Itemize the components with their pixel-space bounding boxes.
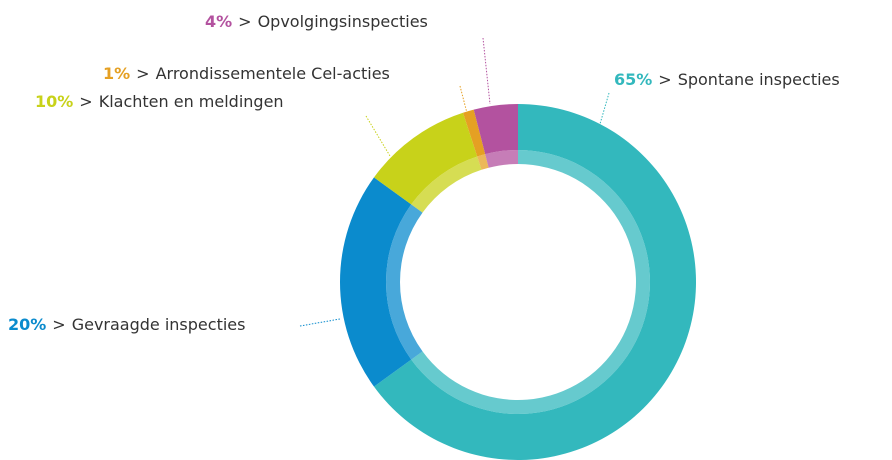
slice-label: 10% > Klachten en meldingen bbox=[35, 92, 284, 111]
category-label: Gevraagde inspecties bbox=[72, 315, 246, 334]
category-label: Opvolgingsinspecties bbox=[258, 12, 428, 31]
separator: > bbox=[658, 70, 671, 89]
separator: > bbox=[52, 315, 65, 334]
slice-inner bbox=[477, 154, 489, 170]
leader-line bbox=[482, 37, 491, 105]
slice-inner bbox=[386, 204, 423, 360]
value-label: 1% bbox=[103, 64, 130, 83]
category-label: Klachten en meldingen bbox=[99, 92, 284, 111]
slice-inner bbox=[485, 150, 518, 168]
value-label: 20% bbox=[8, 315, 46, 334]
value-label: 4% bbox=[205, 12, 232, 31]
separator: > bbox=[136, 64, 149, 83]
category-label: Arrondissementele Cel-acties bbox=[156, 64, 390, 83]
slice-label: 4% > Opvolgingsinspecties bbox=[205, 12, 428, 31]
slice bbox=[473, 104, 518, 155]
category-label: Spontane inspecties bbox=[678, 70, 840, 89]
leader-line bbox=[459, 85, 468, 114]
slice-inner bbox=[411, 156, 482, 213]
leader-line bbox=[599, 92, 610, 125]
slice bbox=[462, 109, 486, 157]
slice bbox=[373, 112, 478, 205]
separator: > bbox=[238, 12, 251, 31]
slice-label: 1% > Arrondissementele Cel-acties bbox=[103, 64, 390, 83]
leader-line bbox=[299, 318, 341, 327]
value-label: 10% bbox=[35, 92, 73, 111]
slice-label: 65% > Spontane inspecties bbox=[614, 70, 840, 89]
value-label: 65% bbox=[614, 70, 652, 89]
separator: > bbox=[79, 92, 92, 111]
slice-label: 20% > Gevraagde inspecties bbox=[8, 315, 245, 334]
leader-line bbox=[365, 115, 391, 157]
slice bbox=[340, 177, 412, 387]
